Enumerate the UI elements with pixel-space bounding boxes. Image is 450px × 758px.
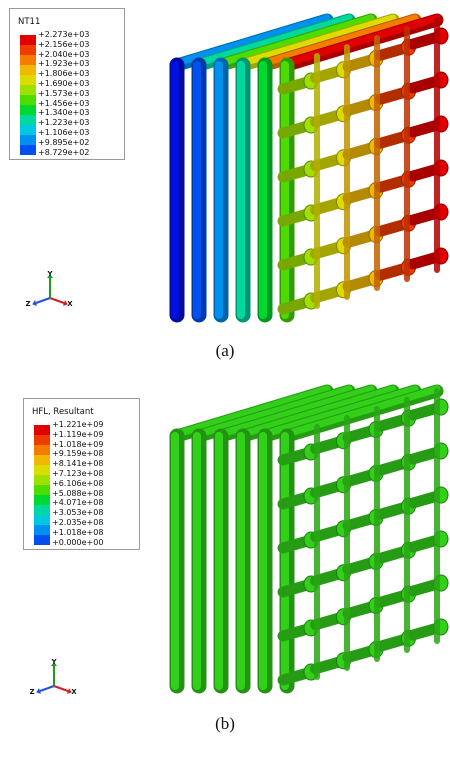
caption-b: (b) [215,714,235,733]
legend-tick-label: +1.340e+03 [38,108,90,118]
legend-tick-label: +4.071e+08 [52,498,104,508]
legend-swatch [34,425,50,435]
legend-tick-label: +1.223e+03 [38,118,90,128]
legend-tick-label: +9.159e+08 [52,449,104,459]
legend-swatch [34,465,50,475]
legend-swatch [20,55,36,65]
y-axis-arrow [51,662,57,686]
lattice-model-heat-flux [169,384,449,694]
legend-swatch [34,435,50,445]
legend-swatch [20,75,36,85]
y-axis-label: Y [50,658,57,666]
legend-swatch [34,455,50,465]
y-axis-arrow [47,274,53,298]
legend-tick-label: +7.123e+08 [52,469,104,478]
legend-tick-label: +8.141e+08 [52,459,104,469]
legend-tick-label: +8.729e+02 [38,147,90,157]
legend-swatch [20,65,36,75]
legend-color-bar [34,425,50,545]
legend-swatch [20,45,36,55]
legend-swatch [34,475,50,485]
legend-nt11: NT11 +2.273e+03 +2.156e+03 +2.040e+03 +1.92… [9,8,125,160]
legend-tick-label: +2.040e+03 [38,49,90,59]
legend-tick-label: +5.088e+08 [52,488,104,498]
z-axis-arrow [36,685,55,694]
legend-swatch [34,495,50,505]
legend-tick-label: +1.456e+03 [38,98,90,108]
legend-tick-label: +3.053e+08 [52,508,104,518]
x-axis-label: X [67,300,73,308]
z-axis-arrow [32,297,51,306]
legend-tick-label: +1.106e+03 [38,128,90,137]
legend-tick-label: +2.156e+03 [38,39,90,49]
legend-tick-label: +1.221e+09 [52,420,104,429]
legend-tick-label: +0.000e+00 [52,537,104,547]
legend-swatch [20,125,36,135]
legend-tick-label: +1.119e+09 [52,429,104,439]
lattice-model-temperature [169,13,449,323]
legend-tick-label: +2.273e+03 [38,30,90,39]
legend-swatch [34,525,50,535]
x-axis-arrow [49,297,68,306]
legend-tick-label: +1.018e+08 [52,527,104,537]
panel-b: HFL, Resultant +1.221e+09 +1.119e+09 +1.01… [0,379,450,758]
legend-swatch [34,535,50,545]
legend-swatch [20,135,36,145]
x-axis-arrow [53,685,72,694]
legend-swatch [34,505,50,515]
z-axis-label: Z [26,300,31,308]
legend-title: NT11 [18,17,41,27]
legend-tick-label: +2.035e+08 [52,518,104,527]
legend-tick-label: +1.923e+03 [38,59,90,69]
legend-swatch [20,85,36,95]
legend-color-bar [20,35,36,155]
x-axis-label: X [71,688,77,696]
panel-a: NT11 +2.273e+03 +2.156e+03 +2.040e+03 +1.92… [9,8,449,360]
legend-tick-label: +9.895e+02 [38,137,90,147]
legend-tick-label: +1.573e+03 [38,88,90,98]
axis-triad: Y Z X [26,270,73,308]
y-axis-label: Y [46,270,53,278]
legend-swatch [34,445,50,455]
legend-swatch [34,515,50,525]
legend-tick-label: +1.806e+03 [38,69,90,79]
legend-title: HFL, Resultant [32,407,94,417]
axis-triad: Y Z X [30,658,77,696]
legend-swatch [20,145,36,155]
legend-swatch [20,95,36,105]
legend-hfl-resultant: HFL, Resultant +1.221e+09 +1.119e+09 +1.01… [23,398,140,550]
z-axis-label: Z [30,688,35,696]
legend-tick-label: +6.106e+08 [52,478,104,488]
legend-swatch [20,35,36,45]
legend-swatch [20,105,36,115]
legend-swatch [34,485,50,495]
legend-swatch [20,115,36,125]
legend-tick-label: +1.690e+03 [38,79,90,88]
caption-a: (a) [215,341,235,360]
legend-tick-label: +1.018e+09 [52,439,104,449]
